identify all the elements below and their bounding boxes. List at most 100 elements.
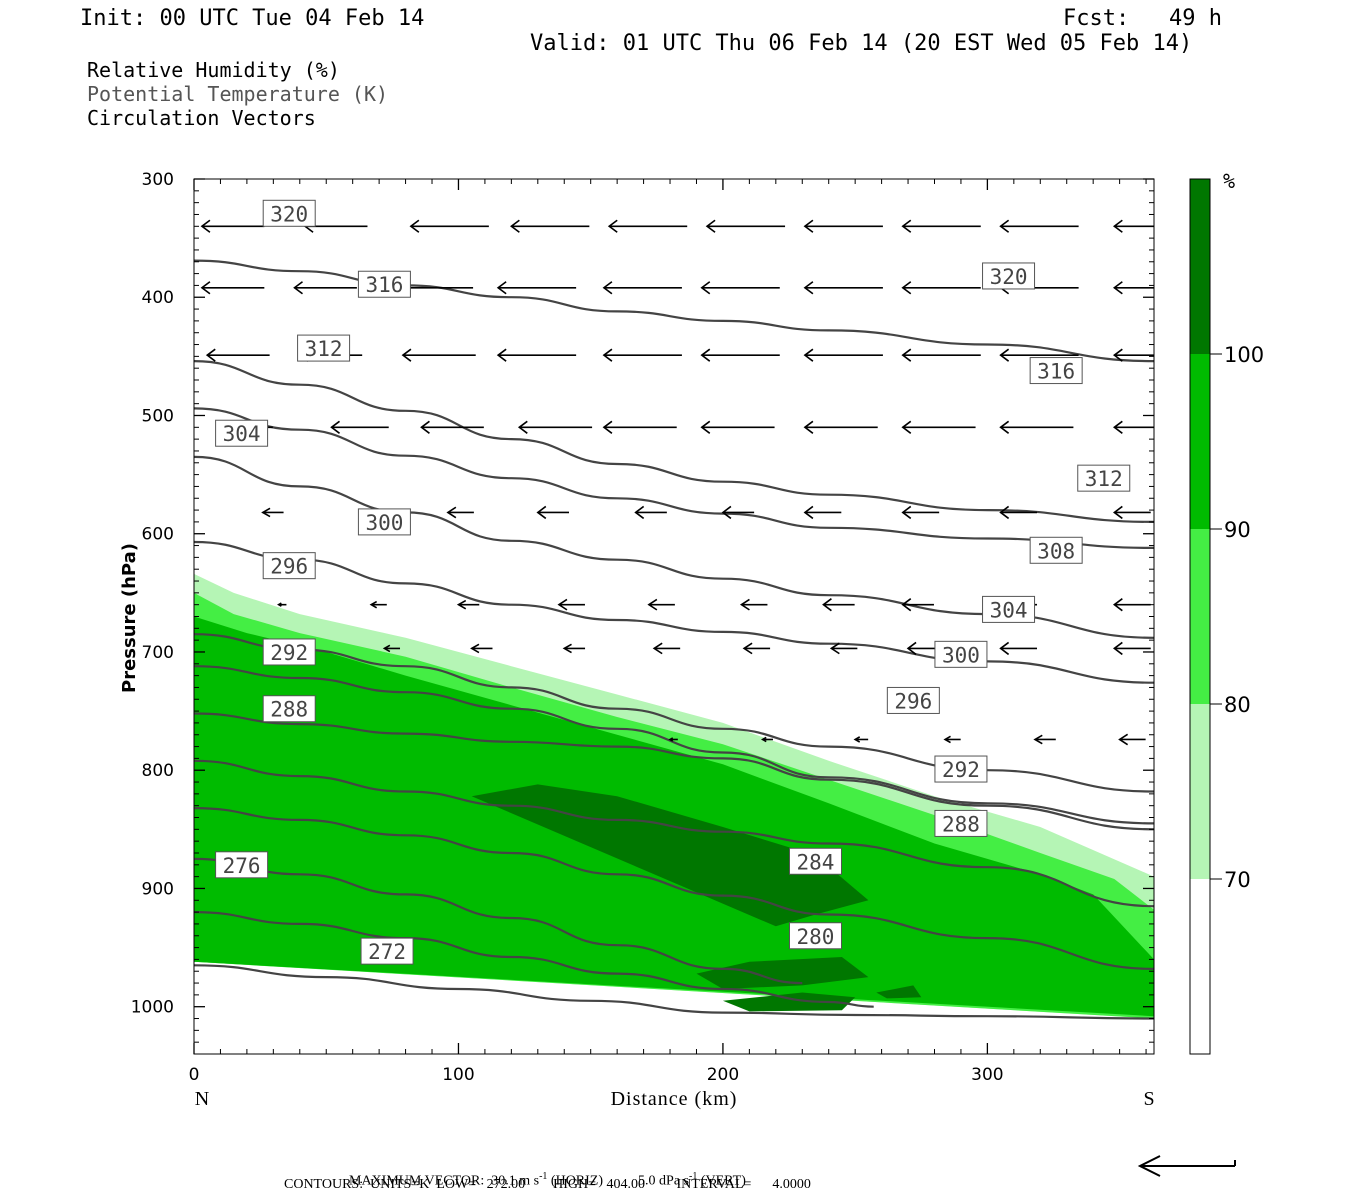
circulation-vector-head-6-4 xyxy=(652,642,663,655)
theta-label-272-0: 272 xyxy=(368,940,406,964)
circulation-vector-head-5-2 xyxy=(456,599,467,610)
y-tick-label-1000: 1000 xyxy=(131,998,174,1018)
theta-label-284-0: 284 xyxy=(797,850,835,874)
rh-region-100-3 xyxy=(471,784,869,927)
x-tick-label-200: 200 xyxy=(707,1065,739,1085)
rh-region-100-6 xyxy=(876,985,922,999)
y-tick-label-600: 600 xyxy=(142,525,174,545)
circulation-vector-head-3-3 xyxy=(517,420,528,434)
circulation-vector-head-2-8 xyxy=(999,348,1010,362)
theta-label-288-1: 288 xyxy=(942,812,980,836)
theta-label-box-276-0 xyxy=(215,851,269,879)
theta-label-296-0: 296 xyxy=(270,555,308,579)
legend-theta: Potential Temperature (K) xyxy=(87,82,389,106)
vert-unit-exponent: -1 xyxy=(688,1171,698,1182)
circulation-vector-head-7-4 xyxy=(1033,734,1043,745)
theta-label-300-0: 300 xyxy=(365,511,403,535)
circulation-vector-head-7-3 xyxy=(943,735,951,744)
theta-label-box-296-0 xyxy=(262,552,316,580)
theta-contour-316 xyxy=(194,360,1154,523)
theta-contour-276 xyxy=(194,911,874,1008)
circulation-vector-head-4-8 xyxy=(1112,505,1123,520)
colorbar-segment-1 xyxy=(1190,704,1210,879)
vert-tag: (VERT) xyxy=(700,1173,746,1189)
circulation-vector-head-5-3 xyxy=(557,598,568,611)
theta-label-288-0: 288 xyxy=(270,698,308,722)
circulation-vector-head-4-4 xyxy=(721,505,732,520)
colorbar-segment-2 xyxy=(1190,529,1210,704)
circulation-vector-head-4-3 xyxy=(634,505,645,520)
circulation-vector-head-2-3 xyxy=(496,348,507,362)
theta-label-box-288-0 xyxy=(262,695,316,723)
colorbar-frame xyxy=(1189,178,1211,1055)
theta-label-312-1: 312 xyxy=(1085,467,1123,491)
circulation-vector-head-2-6 xyxy=(803,348,814,362)
circulation-vector-head-4-7 xyxy=(999,505,1010,520)
theta-label-box-320-0 xyxy=(262,199,316,227)
circulation-vector-head-7-5 xyxy=(1118,733,1129,746)
colorbar-segment-4 xyxy=(1190,179,1210,354)
colorbar-label-100: 100 xyxy=(1224,343,1264,367)
rh-region-100-5 xyxy=(722,992,856,1012)
footer-contours: CONTOURS: UNITS=K LOW= 272.00 HIGH= 404.… xyxy=(284,1177,811,1192)
circulation-vector-head-6-3 xyxy=(562,643,572,654)
circulation-vector-head-4-6 xyxy=(901,505,912,520)
circulation-vector-head-5-9 xyxy=(1112,598,1123,612)
theta-contour-272 xyxy=(194,964,1154,1020)
rh-region-100-4 xyxy=(696,957,869,989)
circulation-vector-head-5-0 xyxy=(277,602,282,607)
theta-contour-280 xyxy=(194,857,803,985)
circulation-vector-head-6-8 xyxy=(999,641,1010,656)
circulation-vector-head-0-9 xyxy=(1112,219,1123,233)
y-tick-label-400: 400 xyxy=(142,288,174,308)
theta-label-box-292-1 xyxy=(934,755,988,783)
vert-value: 5.0 dPa s xyxy=(638,1173,689,1189)
circulation-vector-head-0-7 xyxy=(901,219,912,233)
theta-label-box-312-0 xyxy=(297,334,351,362)
theta-contour-292 xyxy=(194,712,1154,831)
theta-label-box-292-0 xyxy=(262,638,316,666)
theta-label-box-308-0 xyxy=(1029,536,1083,564)
theta-label-box-300-0 xyxy=(357,508,411,536)
theta-label-box-304-1 xyxy=(982,595,1036,623)
circulation-vector-head-2-4 xyxy=(602,348,613,362)
theta-label-316-0: 316 xyxy=(365,273,403,297)
circulation-vector-head-5-7 xyxy=(901,598,912,612)
circulation-vector-head-0-2 xyxy=(409,219,420,233)
circulation-vector-head-1-5 xyxy=(700,281,711,295)
theta-label-box-316-1 xyxy=(1029,357,1083,385)
circulation-vector-head-4-2 xyxy=(536,505,547,520)
theta-label-box-284-0 xyxy=(788,847,842,875)
circulation-vector-head-3-9 xyxy=(1112,420,1123,434)
theta-contour-296 xyxy=(194,665,1154,825)
y-tick-label-800: 800 xyxy=(142,761,174,781)
theta-label-box-316-0 xyxy=(357,270,411,298)
circulation-vector-head-6-1 xyxy=(382,644,391,653)
x-end-label-south: S xyxy=(1143,1088,1154,1110)
theta-label-320-1: 320 xyxy=(990,265,1028,289)
theta-label-box-288-1 xyxy=(934,809,988,837)
circulation-vector-head-6-2 xyxy=(470,643,480,654)
footer-max-vector: MAXIMUM VECTOR: 30.1 m s-1 (HORIZ) 5.0 d… xyxy=(342,1158,746,1189)
circulation-vector-head-0-8 xyxy=(999,219,1010,233)
circulation-vector-head-0-3 xyxy=(510,219,520,233)
circulation-vector-head-2-2 xyxy=(401,348,412,362)
circulation-vector-head-7-2 xyxy=(853,736,861,743)
circulation-vector-head-3-2 xyxy=(420,420,430,434)
max-vector-label: MAXIMUM VECTOR: xyxy=(349,1173,485,1189)
circulation-vector-head-2-5 xyxy=(700,348,711,362)
theta-label-292-1: 292 xyxy=(942,758,980,782)
horiz-unit-exponent: -1 xyxy=(539,1171,548,1182)
circulation-vector-head-2-9 xyxy=(1112,348,1123,362)
theta-label-308-0: 308 xyxy=(1037,539,1075,563)
x-tick-label-0: 0 xyxy=(189,1065,200,1085)
theta-label-box-304-0 xyxy=(215,419,269,447)
circulation-vector-head-1-9 xyxy=(1112,281,1123,295)
circulation-vector-head-1-3 xyxy=(496,281,507,295)
circulation-vector-head-1-0 xyxy=(200,281,211,295)
circulation-vector-head-2-0 xyxy=(205,348,216,362)
horiz-value: 30.1 m s xyxy=(491,1173,540,1189)
legend-rh: Relative Humidity (%) xyxy=(87,58,340,82)
circulation-vector-head-5-5 xyxy=(739,598,750,611)
